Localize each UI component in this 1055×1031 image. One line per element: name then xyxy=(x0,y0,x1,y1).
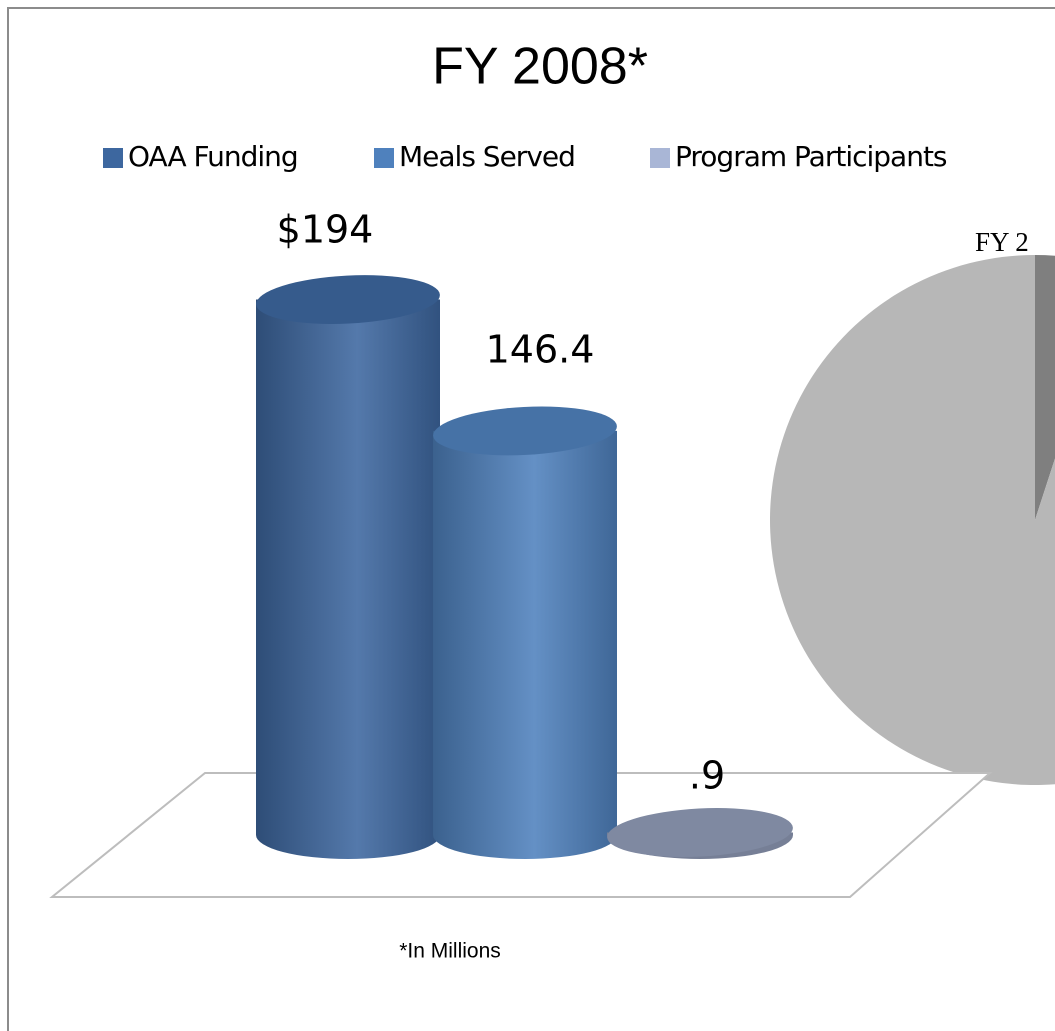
legend-swatch xyxy=(103,148,123,168)
cylinder xyxy=(256,299,440,859)
legend-label: Program Participants xyxy=(675,140,947,173)
legend-label: Meals Served xyxy=(399,140,575,173)
footnote: *In Millions xyxy=(399,940,501,963)
legend-swatch xyxy=(650,148,670,168)
pie-chart: FY 2 xyxy=(770,227,1055,785)
cylinder-top xyxy=(433,406,617,456)
legend-swatch xyxy=(374,148,394,168)
pie-slice xyxy=(770,255,1055,785)
cylinder-top xyxy=(256,275,440,325)
cylinder xyxy=(433,430,617,859)
legend-label: OAA Funding xyxy=(128,140,298,173)
pie-title: FY 2 xyxy=(975,227,1029,257)
pie-slice xyxy=(1035,255,1055,520)
value-label: .9 xyxy=(689,754,725,798)
value-label: 146.4 xyxy=(486,328,595,372)
chart-title: FY 2008* xyxy=(432,38,648,96)
value-label: $194 xyxy=(277,208,374,252)
cylinder-top xyxy=(607,808,793,857)
